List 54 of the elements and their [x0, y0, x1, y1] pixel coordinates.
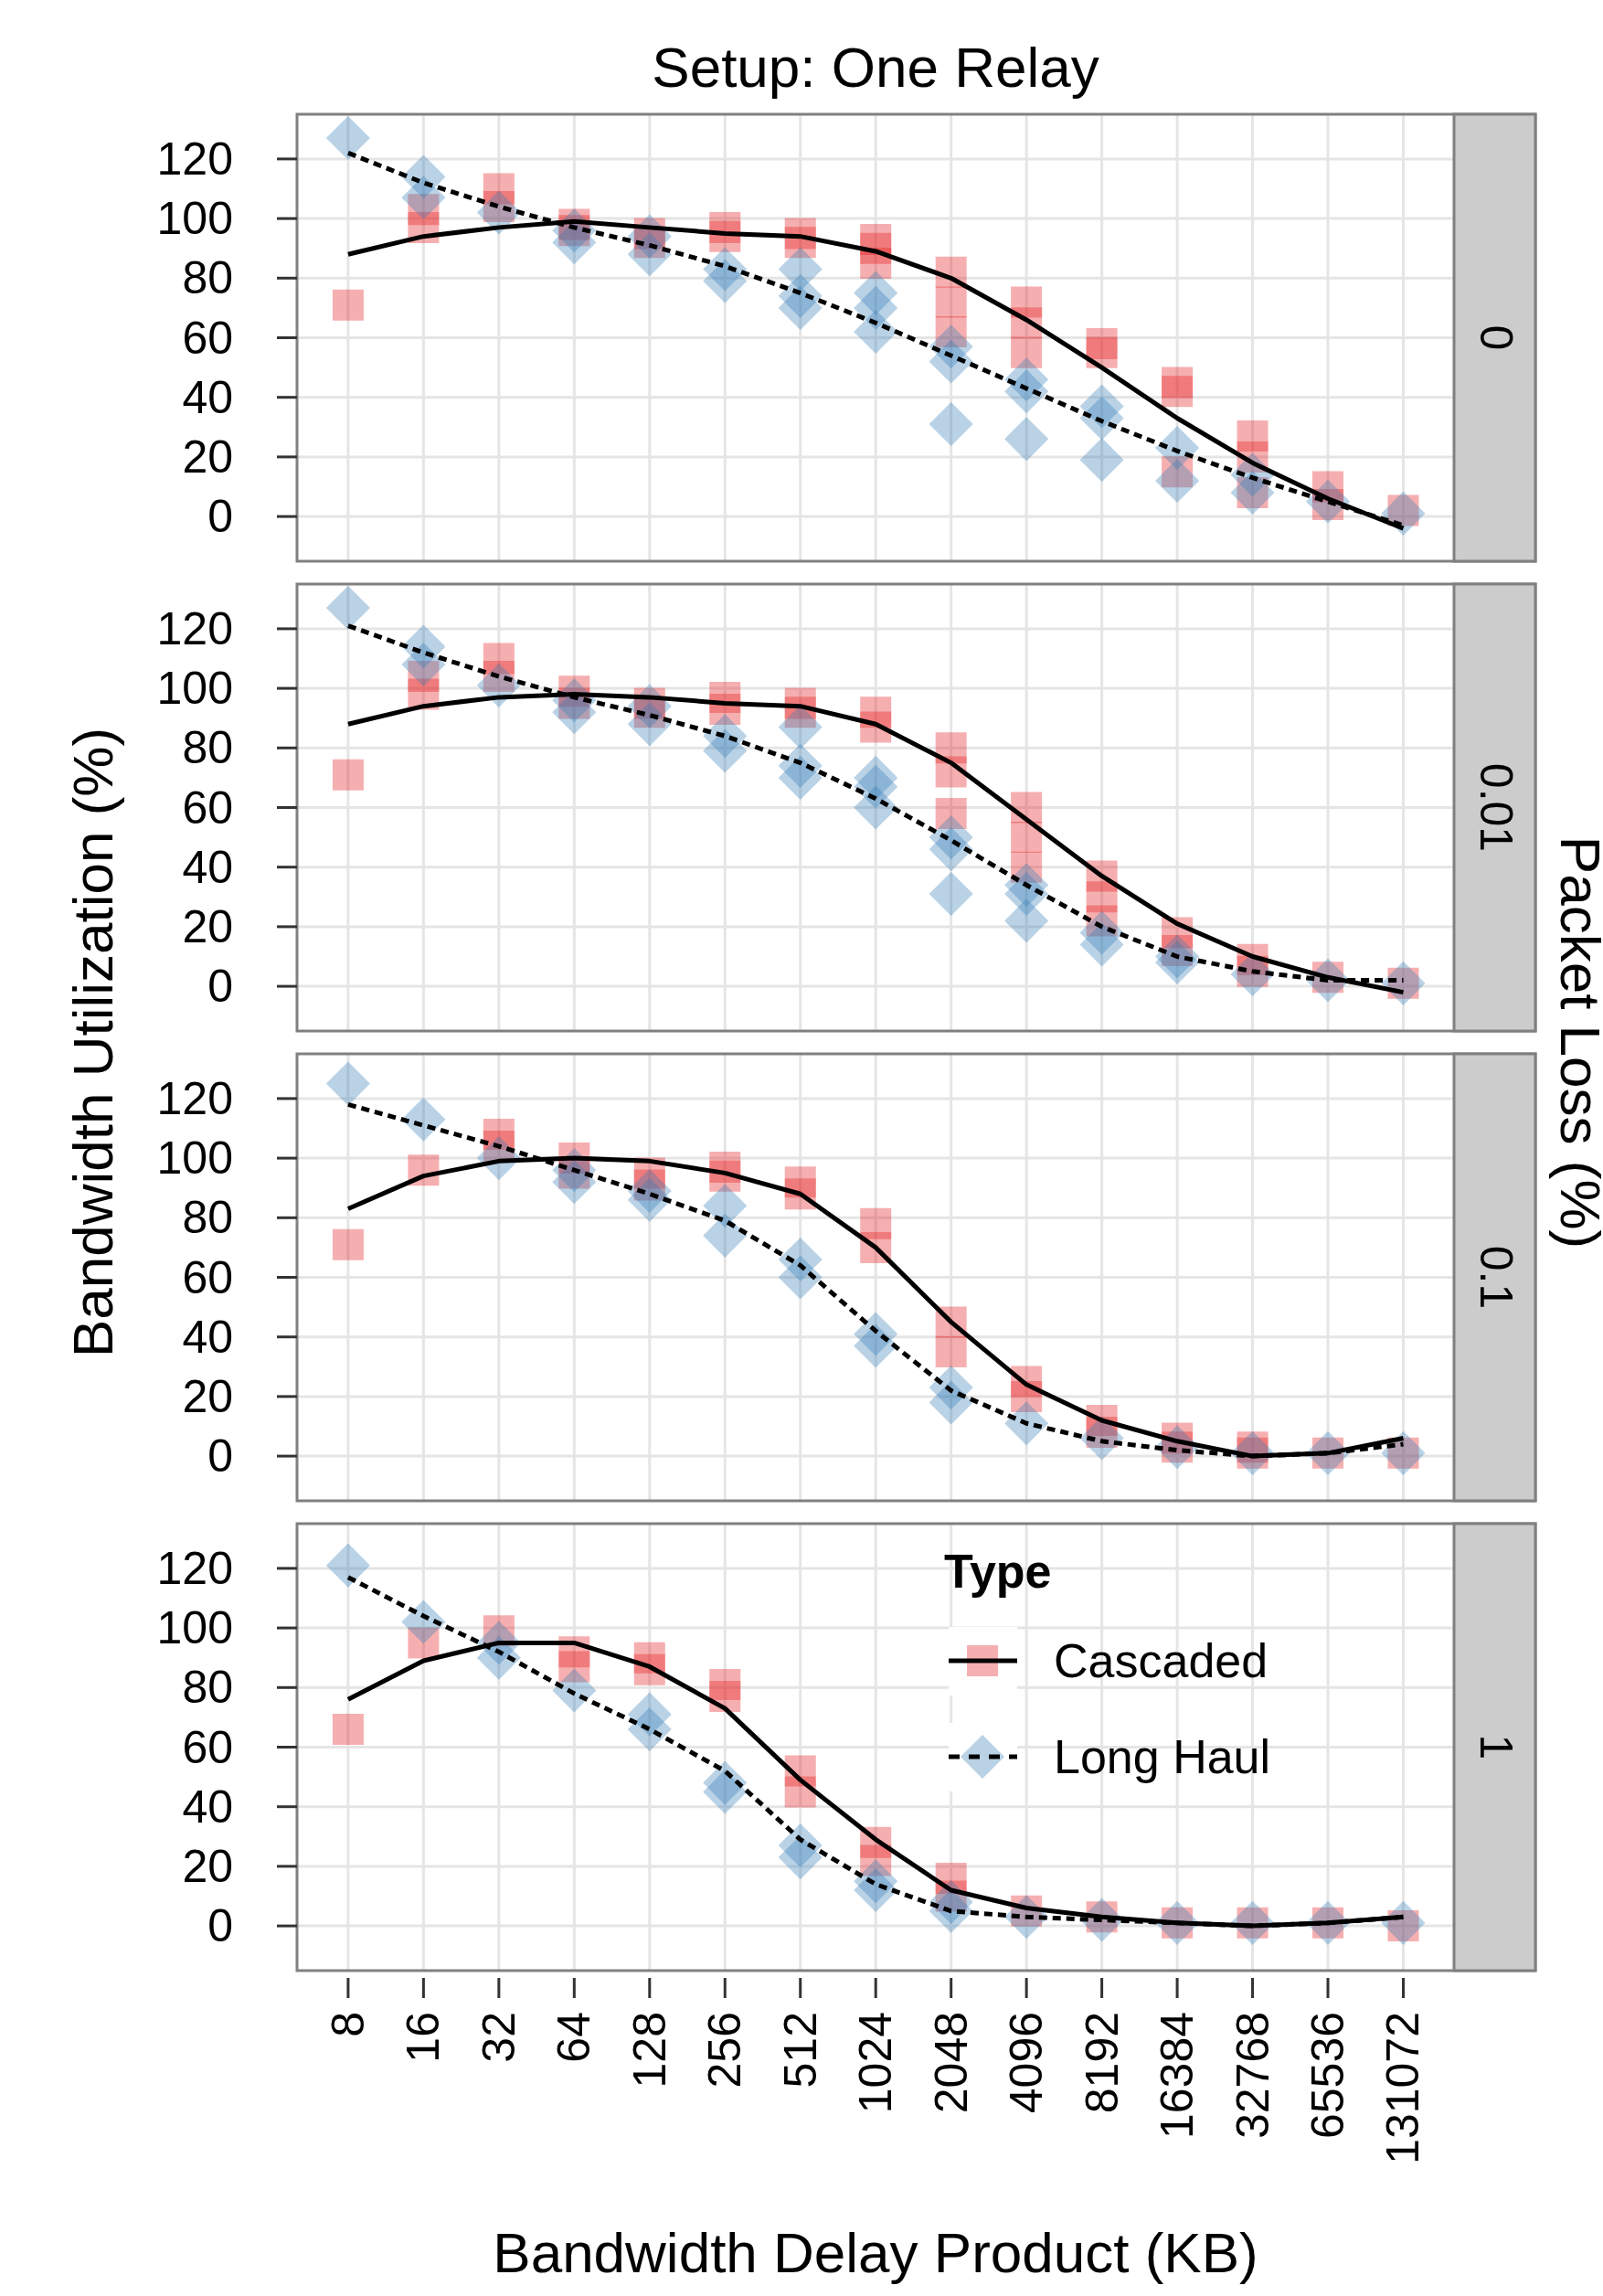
legend-title: Type: [944, 1545, 1052, 1598]
y-tick-label: 40: [182, 1311, 233, 1363]
y-tick-label: 120: [156, 1072, 233, 1124]
legend-label: Cascaded: [1054, 1634, 1269, 1687]
x-tick-label: 131072: [1377, 2012, 1429, 2164]
x-tick-label: 8: [322, 2012, 374, 2037]
y-tick-label: 40: [182, 841, 233, 893]
y-axis-title: Bandwidth Utilization (%): [61, 727, 124, 1358]
y-tick-label: 20: [182, 430, 233, 483]
chart-title: Setup: One Relay: [652, 36, 1099, 99]
x-tick-label: 32: [472, 2012, 525, 2063]
y-tick-label: 80: [182, 252, 233, 304]
y-tick-label: 60: [182, 1721, 233, 1773]
x-tick-label: 4096: [1001, 2012, 1053, 2114]
text: 0.01: [1470, 762, 1522, 853]
y-tick-label: 60: [182, 312, 233, 364]
y2-axis-title: Packet Loss (%): [1549, 835, 1603, 1249]
text: 1: [1470, 1734, 1522, 1760]
x-tick-label: 128: [623, 2012, 675, 2089]
x-axis-title: Bandwidth Delay Product (KB): [493, 2221, 1258, 2284]
y-tick-label: 0: [207, 491, 233, 543]
y-tick-label: 120: [156, 133, 233, 185]
y-tick-label: 0: [207, 961, 233, 1013]
y-tick-label: 80: [182, 1662, 233, 1714]
text: 0.1: [1470, 1245, 1522, 1310]
x-tick-label: 1024: [850, 2012, 902, 2114]
y-tick-label: 20: [182, 1840, 233, 1892]
y-tick-label: 100: [156, 1132, 233, 1185]
y-tick-label: 40: [182, 1780, 233, 1833]
x-tick-label: 64: [548, 2012, 600, 2063]
y-tick-label: 20: [182, 900, 233, 952]
y-tick-label: 100: [156, 663, 233, 715]
x-tick-label: 2048: [925, 2012, 977, 2114]
y-tick-label: 120: [156, 602, 233, 654]
x-tick-label: 32768: [1226, 2012, 1279, 2140]
y-tick-label: 100: [156, 193, 233, 245]
y-tick-label: 100: [156, 1602, 233, 1654]
legend-label: Long Haul: [1054, 1730, 1271, 1783]
y-tick-label: 20: [182, 1370, 233, 1422]
x-tick-label: 16: [398, 2012, 450, 2063]
y-tick-label: 120: [156, 1542, 233, 1594]
y-tick-label: 0: [207, 1430, 233, 1483]
y-tick-label: 60: [182, 781, 233, 834]
x-tick-label: 256: [699, 2012, 751, 2089]
x-tick-label: 512: [774, 2012, 826, 2089]
y-tick-label: 60: [182, 1251, 233, 1303]
x-tick-label: 16384: [1152, 2012, 1204, 2140]
y-tick-label: 80: [182, 1192, 233, 1244]
x-tick-label: 65536: [1302, 2012, 1354, 2140]
x-tick-label: 8192: [1076, 2012, 1128, 2114]
y-tick-label: 80: [182, 722, 233, 774]
text: 0: [1470, 324, 1522, 351]
y-tick-label: 40: [182, 371, 233, 423]
y-tick-label: 0: [207, 1900, 233, 1952]
